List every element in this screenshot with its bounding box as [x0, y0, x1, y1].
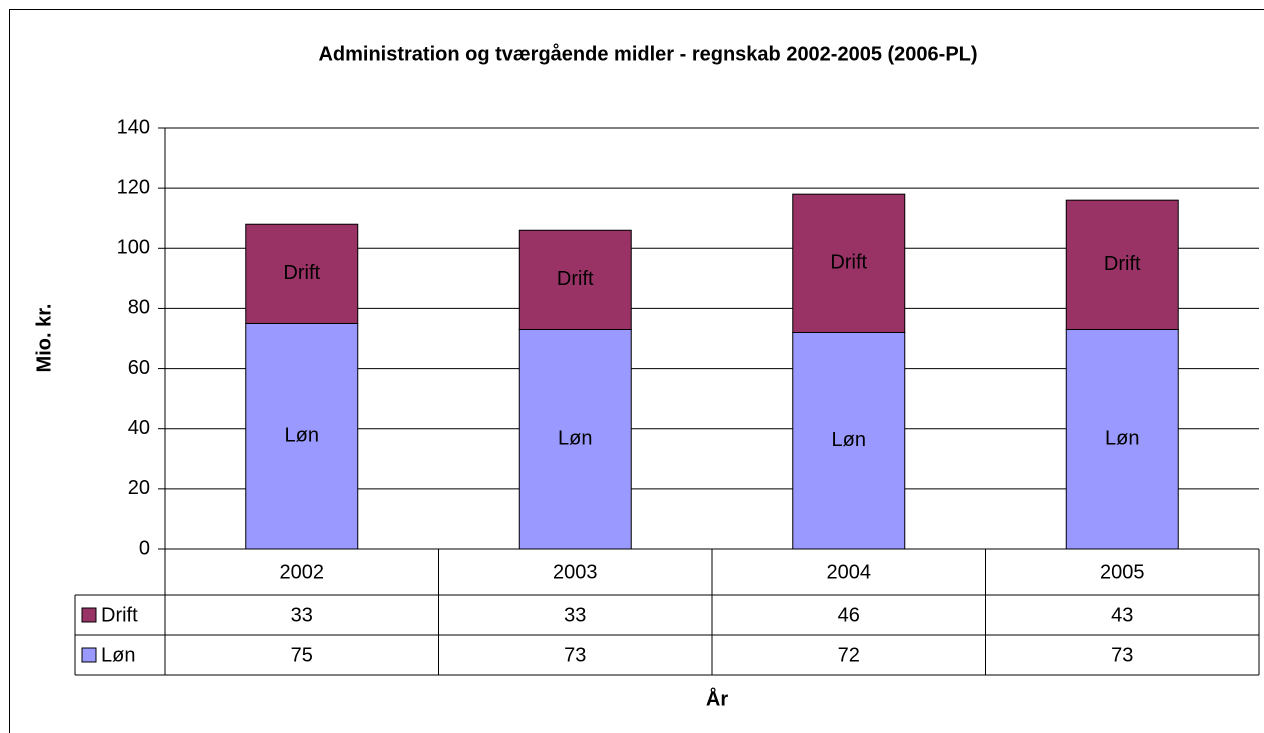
y-tick-label: 120 [117, 176, 150, 198]
x-tick-label: 2004 [827, 561, 872, 583]
segment-label: Drift [1104, 253, 1141, 275]
segment-label: Løn [558, 428, 592, 450]
segment-label: Løn [285, 425, 319, 447]
legend-label: Drift [101, 604, 138, 626]
bar-segment [245, 223, 359, 324]
y-tick-label: 100 [117, 237, 150, 259]
y-tick-label: 60 [128, 357, 150, 379]
bar-segment [792, 331, 906, 550]
y-axis-label: Mio. kr. [33, 304, 55, 373]
y-tick-label: 40 [128, 417, 150, 439]
table-value: 43 [1111, 604, 1133, 626]
segment-label: Drift [557, 268, 594, 290]
x-tick-label: 2002 [280, 561, 325, 583]
y-tick-label: 80 [128, 297, 150, 319]
table-value: 46 [838, 604, 860, 626]
legend-label: Løn [101, 644, 135, 666]
segment-label: Løn [1105, 428, 1139, 450]
x-tick-label: 2003 [553, 561, 598, 583]
table-value: 72 [838, 644, 860, 666]
bar-segment [518, 328, 632, 550]
chart-title: Administration og tværgående midler - re… [318, 42, 977, 65]
table-value: 33 [291, 604, 313, 626]
legend-swatch [81, 647, 97, 663]
segment-label: Drift [283, 262, 320, 284]
table-value: 75 [291, 644, 313, 666]
segment-label: Løn [832, 429, 866, 451]
bar-segment [518, 229, 632, 330]
bar-segment [1065, 199, 1179, 330]
x-axis-label: År [706, 686, 728, 710]
y-tick-label: 20 [128, 477, 150, 499]
y-tick-label: 140 [117, 116, 150, 138]
y-tick-label: 0 [139, 537, 150, 559]
table-value: 73 [564, 644, 586, 666]
table-value: 33 [564, 604, 586, 626]
segment-label: Drift [830, 252, 867, 274]
legend-swatch [81, 607, 97, 623]
table-value: 73 [1111, 644, 1133, 666]
chart-border [9, 9, 1264, 733]
bar-segment [792, 193, 906, 333]
x-tick-label: 2005 [1100, 561, 1145, 583]
